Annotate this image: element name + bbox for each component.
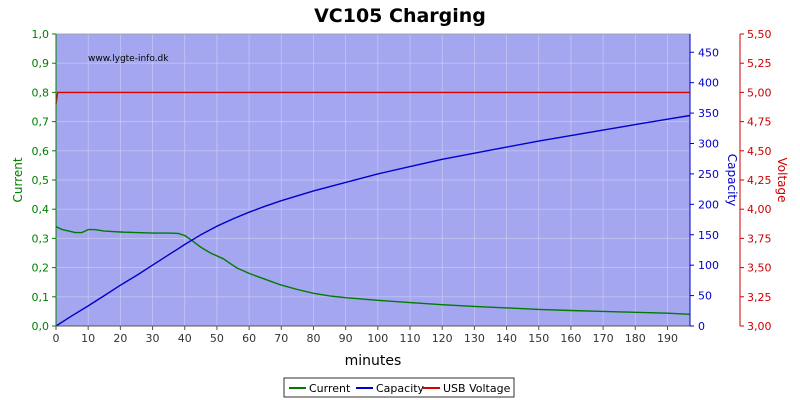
y-tick-label-voltage-3: 3,75 xyxy=(747,232,772,245)
y-tick-label-current-6: 0,6 xyxy=(32,145,50,158)
y-tick-label-capacity-9: 450 xyxy=(698,46,719,59)
y-axis-label-current: Current xyxy=(11,157,25,202)
x-tick-label-14: 140 xyxy=(496,332,517,345)
x-tick-label-1: 10 xyxy=(81,332,95,345)
x-tick-label-10: 100 xyxy=(367,332,388,345)
y-tick-label-voltage-4: 4,00 xyxy=(747,203,772,216)
x-tick-label-17: 170 xyxy=(593,332,614,345)
y-tick-label-voltage-0: 3,00 xyxy=(747,320,772,333)
y-tick-label-voltage-2: 3,50 xyxy=(747,262,772,275)
legend-box xyxy=(283,377,515,398)
legend-label-capacity: Capacity xyxy=(376,382,425,395)
x-tick-label-5: 50 xyxy=(210,332,224,345)
x-tick-label-6: 60 xyxy=(242,332,256,345)
grid xyxy=(55,33,690,327)
x-tick-label-9: 90 xyxy=(339,332,353,345)
y-tick-label-current-4: 0,4 xyxy=(32,203,50,216)
y-tick-label-current-8: 0,8 xyxy=(32,86,50,99)
x-tick-label-16: 160 xyxy=(560,332,581,345)
legend: Current Capacity USB Voltage xyxy=(283,377,515,398)
chart-title: VC105 Charging xyxy=(314,5,486,27)
x-tick-label-8: 80 xyxy=(306,332,320,345)
watermark: www.lygte-info.dk xyxy=(88,54,169,64)
x-tick-label-11: 110 xyxy=(400,332,421,345)
x-tick-label-4: 40 xyxy=(178,332,192,345)
x-tick-label-19: 190 xyxy=(657,332,678,345)
series-line-capacity xyxy=(55,114,691,327)
y-tick-label-current-3: 0,3 xyxy=(32,232,50,245)
y-tick-label-capacity-4: 200 xyxy=(698,198,719,211)
y-tick-label-current-7: 0,7 xyxy=(32,116,50,129)
y-tick-label-capacity-5: 250 xyxy=(698,168,719,181)
ticks: 0 10 20 30 40 50 60 70 80 90 100 110 120 130 140 150 160… xyxy=(32,28,772,345)
x-tick-label-15: 150 xyxy=(528,332,549,345)
y-tick-label-voltage-1: 3,25 xyxy=(747,291,772,304)
y-tick-label-current-9: 0,9 xyxy=(32,57,50,70)
y-tick-label-voltage-5: 4,25 xyxy=(747,174,772,187)
series-line-current xyxy=(55,226,691,315)
y-tick-label-voltage-8: 5,00 xyxy=(747,86,772,99)
y-tick-label-current-0: 0,0 xyxy=(32,320,50,333)
y-axis-label-voltage: Voltage xyxy=(775,157,789,202)
x-tick-label-13: 130 xyxy=(464,332,485,345)
y-tick-label-voltage-7: 4,75 xyxy=(747,116,772,129)
y-tick-label-current-10: 1,0 xyxy=(32,28,50,41)
y-tick-label-capacity-3: 150 xyxy=(698,229,719,242)
y-tick-label-voltage-10: 5,50 xyxy=(747,28,772,41)
y-tick-label-capacity-1: 50 xyxy=(698,290,712,303)
legend-label-usb-voltage: USB Voltage xyxy=(443,382,511,395)
series-layer xyxy=(55,91,691,327)
x-tick-label-18: 180 xyxy=(625,332,646,345)
x-tick-label-3: 30 xyxy=(146,332,160,345)
legend-label-current: Current xyxy=(309,382,351,395)
y-axis-label-capacity: Capacity xyxy=(725,154,739,206)
y-tick-label-capacity-6: 300 xyxy=(698,138,719,151)
series-line-usb-voltage xyxy=(55,91,690,105)
y-tick-label-capacity-8: 400 xyxy=(698,77,719,90)
x-tick-label-2: 20 xyxy=(113,332,127,345)
x-axis-label: minutes xyxy=(345,353,402,369)
y-tick-label-current-5: 0,5 xyxy=(32,174,50,187)
x-tick-label-12: 120 xyxy=(432,332,453,345)
x-tick-label-7: 70 xyxy=(274,332,288,345)
x-tick-label-0: 0 xyxy=(53,332,60,345)
y-tick-label-voltage-6: 4,50 xyxy=(747,145,772,158)
y-tick-label-voltage-9: 5,25 xyxy=(747,57,772,70)
y-tick-label-capacity-0: 0 xyxy=(698,320,705,333)
y-tick-label-capacity-7: 350 xyxy=(698,107,719,120)
y-tick-label-capacity-2: 100 xyxy=(698,259,719,272)
y-tick-label-current-1: 0,1 xyxy=(32,291,50,304)
y-tick-label-current-2: 0,2 xyxy=(32,262,50,275)
